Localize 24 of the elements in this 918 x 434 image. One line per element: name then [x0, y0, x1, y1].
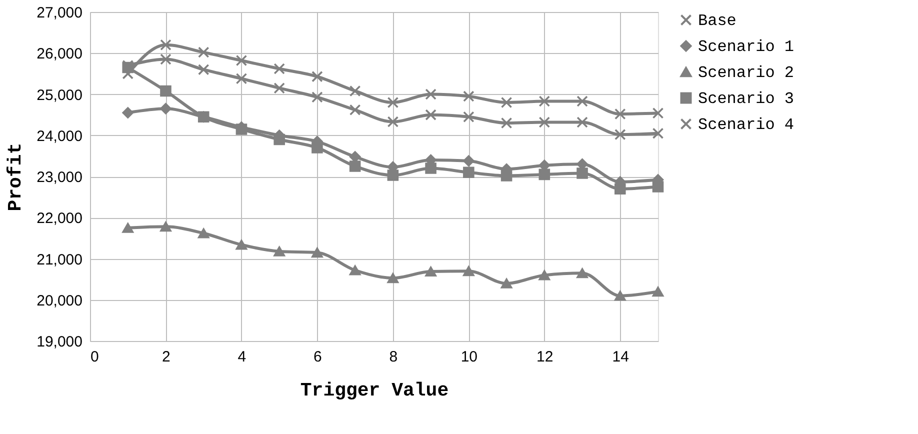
y-tick-label: 26,000 [36, 46, 82, 63]
x-tick-label: 6 [314, 348, 322, 366]
legend-label: Scenario 1 [698, 38, 794, 56]
legend-label: Scenario 4 [698, 116, 794, 134]
x-axis-title: Trigger Value [300, 380, 449, 402]
y-tick-label: 27,000 [36, 4, 82, 22]
y-tick-label: 24,000 [36, 128, 82, 145]
y-tick-label: 21,000 [36, 251, 82, 268]
y-tick-label: 25,000 [36, 86, 82, 104]
x-tick-label: 8 [389, 348, 398, 366]
x-tick-label: 0 [90, 348, 99, 366]
y-tick-label: 22,000 [36, 210, 82, 228]
x-tick-label: 10 [460, 348, 478, 366]
x-tick-label: 14 [612, 348, 629, 366]
x-tick-label: 12 [536, 348, 554, 366]
y-tick-label: 23,000 [36, 169, 82, 186]
x-tick-label: 4 [238, 348, 246, 366]
y-axis-title: Profit [4, 142, 27, 212]
legend-label: Scenario 2 [698, 64, 794, 82]
y-tick-label: 20,000 [36, 292, 82, 310]
legend-label: Base [698, 12, 736, 30]
legend-label: Scenario 3 [698, 90, 794, 108]
x-tick-label: 2 [162, 348, 170, 366]
y-tick-label: 19,000 [36, 334, 82, 350]
